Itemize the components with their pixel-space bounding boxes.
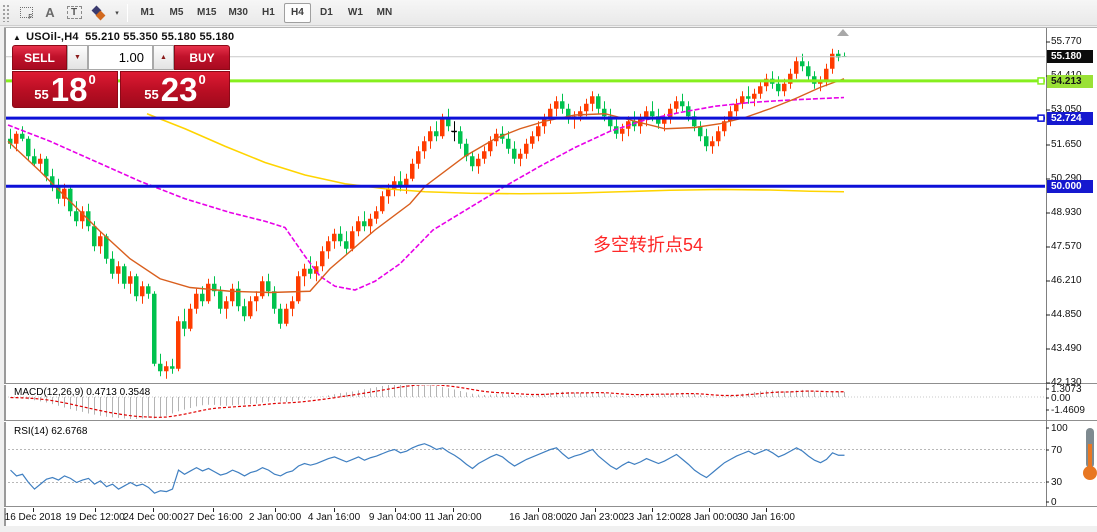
volume-decrease-button[interactable]: ▼ [67,45,88,70]
timeframe-button-m1[interactable]: M1 [140,7,155,18]
time-axis-label: 9 Jan 04:00 [368,512,422,523]
ohlc-values: 55.210 55.350 55.180 55.180 [85,31,235,43]
timeframe-button-mn[interactable]: MN [376,7,393,18]
timeframe-button-m5[interactable]: M5 [169,7,184,18]
price-tag-50.000: 50.000 [1047,179,1093,193]
expand-icon[interactable]: ▲ [13,33,22,42]
toolbar-drag-handle[interactable] [2,3,10,22]
price-tag-54.213: 54.213 [1047,74,1093,88]
chart-header: ▲ USOil-,H4 55.210 55.350 55.180 55.180 [13,31,234,43]
timeframe-button-group: M1 M5 M15 M30 H1 H4 D1 W1 MN [133,2,399,23]
sell-button[interactable]: SELL [12,45,67,70]
time-axis-label: 27 Dec 16:00 [183,512,243,523]
time-axis-label: 23 Jan 12:00 [623,512,681,523]
rsi-axis-label: 0 [1051,497,1057,508]
volume-increase-button[interactable]: ▲ [153,45,174,70]
buy-price-sup: 0 [198,72,206,87]
price-tick-label: 48.930 [1051,207,1082,218]
toolbar-separator [127,3,128,22]
price-tick-label: 46.210 [1051,275,1082,286]
one-click-trading-panel: SELL ▼ 1.00 ▲ BUY 55 18 0 55 23 0 [12,45,230,108]
time-axis-label: 24 Dec 00:00 [123,512,183,523]
sell-price-small: 55 [34,87,49,102]
time-axis-label: 16 Jan 08:00 [509,512,567,523]
timeframe-button-h1[interactable]: H1 [262,7,275,18]
time-axis-label: 2 Jan 00:00 [248,512,302,523]
time-axis-label: 11 Jan 20:00 [424,512,482,523]
price-tick-label: 47.570 [1051,241,1082,252]
time-axis-label: 28 Jan 00:00 [680,512,738,523]
price-tag-52.724: 52.724 [1047,111,1093,125]
time-axis-label: 4 Jan 16:00 [307,512,361,523]
timeframe-button-d1[interactable]: D1 [320,7,333,18]
price-tick-label: 43.490 [1051,343,1082,354]
timeframe-button-w1[interactable]: W1 [347,7,363,18]
rsi-axis-label: 100 [1051,423,1068,434]
price-tick-label: 50.290 [1051,173,1082,184]
time-axis-label: 30 Jan 16:00 [737,512,795,523]
macd-axis-label: 1.3073 [1051,384,1082,395]
price-tag-55.180: 55.180 [1047,49,1093,63]
time-axis-label: 16 Dec 2018 [4,512,62,523]
macd-axis-label: 0.00 [1051,393,1071,404]
thermometer-icon [1082,428,1097,482]
sell-price-box[interactable]: 55 18 0 [12,71,118,108]
buy-button[interactable]: BUY [174,45,230,70]
dotted-frame-f-icon[interactable]: F [14,2,38,24]
status-strip [0,526,1097,532]
dropdown-caret-icon[interactable]: ▾ [115,9,119,17]
volume-input[interactable]: 1.00 [88,45,153,70]
time-axis-label: 19 Dec 12:00 [65,512,125,523]
timeframe-button-h4[interactable]: H4 [283,2,311,23]
font-icon[interactable]: A [45,5,55,20]
time-axis-label: 20 Jan 23:00 [566,512,624,523]
chart-annotation-text: 多空转折点54 [593,235,704,255]
buy-price-small: 55 [144,87,159,102]
text-label-icon[interactable]: T [62,2,86,24]
price-tick-label: 53.050 [1051,104,1082,115]
rsi-axis-label: 70 [1051,445,1063,456]
toolbar: F A T ▾ M1 M5 M15 M30 H1 H4 D1 W1 MN [0,0,1097,26]
buy-price-box[interactable]: 55 23 0 [120,71,230,108]
price-tick-label: 42.130 [1051,377,1082,388]
macd-title: MACD(12,26,9) 0.4713 0.3548 [14,387,151,398]
rsi-title: RSI(14) 62.6768 [14,426,88,437]
buy-price-big: 23 [160,71,198,108]
macd-axis-label: -1.4609 [1051,405,1085,416]
price-tick-label: 44.850 [1051,309,1082,320]
colors-icon[interactable] [86,2,110,24]
timeframe-button-m15[interactable]: M15 [197,7,217,18]
timeframe-button-m30[interactable]: M30 [228,7,248,18]
sell-price-big: 18 [50,71,88,108]
sell-price-sup: 0 [88,72,96,87]
symbol-title: USOil-,H4 [26,31,79,43]
price-tick-label: 55.770 [1051,36,1082,47]
rsi-axis-label: 30 [1051,477,1063,488]
price-tick-label: 51.650 [1051,139,1082,150]
